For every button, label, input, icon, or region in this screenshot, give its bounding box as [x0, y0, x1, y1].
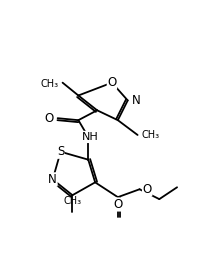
- Text: N: N: [48, 173, 57, 186]
- Text: CH₃: CH₃: [141, 130, 160, 140]
- Text: O: O: [113, 198, 122, 211]
- Text: O: O: [45, 112, 54, 125]
- Text: CH₃: CH₃: [40, 79, 59, 89]
- Text: N: N: [132, 94, 140, 107]
- Text: O: O: [142, 183, 152, 196]
- Text: NH: NH: [82, 132, 99, 142]
- Text: CH₃: CH₃: [63, 196, 82, 206]
- Text: S: S: [57, 145, 64, 158]
- Text: O: O: [107, 76, 117, 89]
